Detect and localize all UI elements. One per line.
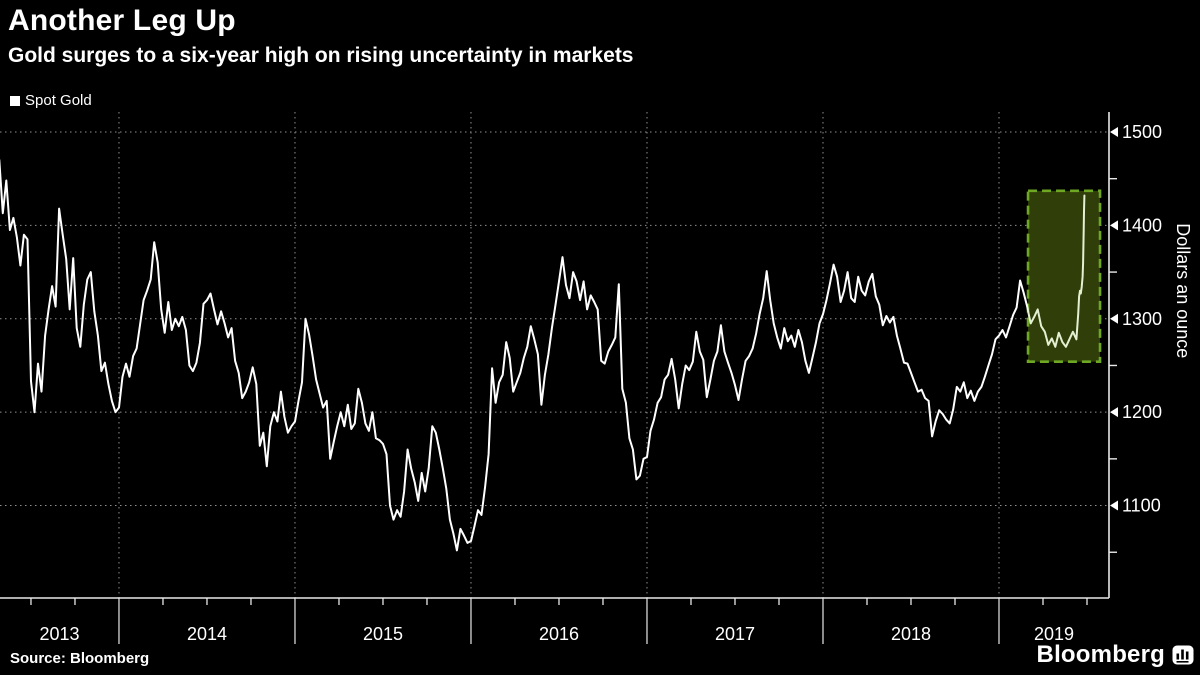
y-major-tick-arrow [1110, 500, 1118, 511]
bloomberg-logo: Bloomberg [1037, 641, 1194, 669]
x-tick-label-2014: 2014 [187, 624, 227, 644]
y-tick-label: 1500 [1122, 122, 1162, 142]
legend: Spot Gold [10, 92, 92, 109]
x-tick-label-2017: 2017 [715, 624, 755, 644]
y-major-tick-arrow [1110, 126, 1118, 137]
bloomberg-terminal-icon [1172, 645, 1194, 665]
legend-swatch-icon [10, 95, 20, 106]
y-major-tick-arrow [1110, 407, 1118, 418]
page-subtitle: Gold surges to a six-year high on rising… [8, 44, 634, 67]
spot-gold-price-line-highlighted [1027, 194, 1086, 348]
y-tick-label: 1400 [1122, 215, 1162, 235]
source-credit: Source: Bloomberg [10, 650, 150, 667]
x-tick-label-2019: 2019 [1034, 624, 1074, 644]
spot-gold-price-line [0, 159, 1029, 552]
highlight-region-2019-rally [1026, 189, 1102, 364]
x-tick-label-2018: 2018 [891, 624, 931, 644]
y-tick-label: 1200 [1122, 402, 1162, 422]
y-major-tick-arrow [1110, 220, 1118, 231]
y-axis-ticks: 1100 1200 1300 1400 1500 [1109, 122, 1162, 553]
y-tick-label: 1300 [1122, 309, 1162, 329]
y-tick-label: 1100 [1122, 496, 1161, 516]
bloomberg-wordmark: Bloomberg [1036, 641, 1165, 668]
x-tick-label-2015: 2015 [363, 624, 403, 644]
gridlines [0, 112, 1109, 598]
y-major-tick-arrow [1110, 313, 1118, 324]
x-axis-ticks: 2013 2014 2015 2016 2017 2018 2019 [30, 598, 1088, 644]
x-tick-label-2016: 2016 [539, 624, 579, 644]
x-tick-label-2013: 2013 [39, 624, 79, 644]
legend-label: Spot Gold [25, 92, 92, 109]
y-axis-title: Dollars an ounce [1173, 223, 1193, 358]
page-title: Another Leg Up [8, 4, 236, 37]
